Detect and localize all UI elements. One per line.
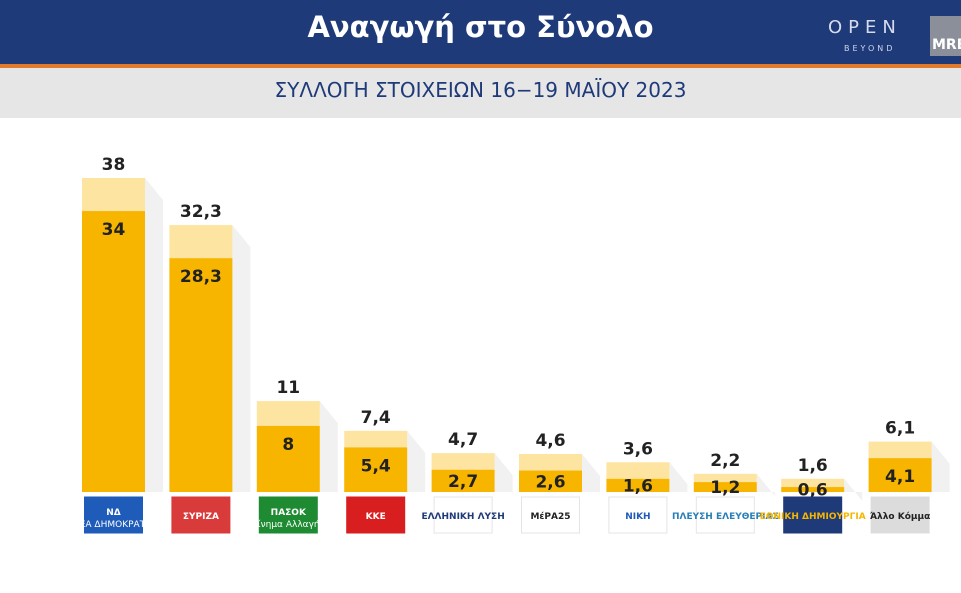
bar-upper-segment: [781, 478, 845, 488]
inner-value-label: 1,6: [623, 476, 653, 496]
total-value-label: 1,6: [798, 456, 828, 476]
bar-shadow: [931, 441, 950, 492]
channel-logo: OPEN: [828, 17, 902, 38]
bar-upper-segment: [431, 453, 495, 470]
total-value-label: 4,7: [448, 430, 478, 450]
bar-shadow: [844, 478, 863, 501]
total-value-label: 32,3: [180, 202, 222, 222]
bar-upper-segment: [519, 453, 582, 471]
party-logo-subtext: ΝΕΑ ΔΗΜΟΚΡΑΤΙΑ: [73, 520, 155, 530]
party-logo: [608, 496, 668, 534]
party-logo: [695, 496, 755, 534]
inner-value-label: 2,6: [535, 472, 565, 492]
page-title: Αναγωγή στο Σύνολο: [307, 10, 654, 44]
bar-upper-segment: [344, 430, 408, 448]
total-value-label: 2,2: [710, 451, 740, 471]
bar-shadow: [407, 430, 426, 492]
subtitle-band: [0, 68, 961, 118]
total-value-label: 11: [276, 378, 300, 398]
party-logo: [783, 496, 843, 534]
bar-upper-segment: [606, 462, 670, 479]
inner-value-label: 2,7: [448, 472, 478, 492]
total-value-label: 6,1: [885, 419, 915, 439]
bar-main-segment: [781, 487, 845, 492]
party-logo: [433, 496, 493, 534]
party-logo: [521, 496, 580, 534]
party-logo: [84, 496, 143, 534]
party-logo-text: ΜέΡΑ25: [530, 511, 570, 522]
pollster-logo-box: [930, 16, 961, 56]
party-logo-text: ΝΙΚΗ: [625, 512, 650, 522]
party-logo: [346, 496, 406, 534]
party-logo-text: ΚΚΕ: [366, 512, 386, 522]
party-logo-text: ΠΛΕΥΣΗ ΕΛΕΥΘΕΡΙΑΣ: [672, 512, 779, 522]
inner-value-label: 28,3: [180, 267, 222, 287]
total-value-label: 7,4: [361, 408, 391, 428]
pollster-logo: MRB: [932, 37, 961, 53]
inner-value-label: 1,2: [710, 478, 740, 498]
inner-value-label: 34: [102, 220, 126, 240]
bar-main-segment: [256, 425, 320, 492]
bar-shadow: [582, 453, 600, 492]
bar-upper-segment: [256, 401, 320, 426]
bar-shadow: [319, 401, 338, 492]
bar-main-segment: [82, 211, 145, 493]
bar-upper-segment: [868, 441, 932, 459]
inner-value-label: 8: [282, 435, 294, 455]
bar-shadow: [494, 453, 513, 492]
party-logo: [171, 496, 231, 534]
bar-shadow: [669, 462, 688, 492]
bar-main-segment: [169, 258, 233, 492]
bar-upper-segment: [82, 178, 145, 212]
bar-main-segment: [606, 478, 670, 492]
total-value-label: 3,6: [623, 439, 653, 459]
inner-value-label: 0,6: [798, 481, 828, 501]
party-logo-text: ΠΑΣΟΚ: [271, 508, 307, 518]
accent-line: [0, 64, 961, 68]
inner-value-label: 4,1: [885, 467, 915, 487]
party-logo-text: ΕΘΝΙΚΗ ΔΗΜΙΟΥΡΓΙΑ: [760, 512, 866, 522]
channel-logo-subtitle: BEYOND: [844, 44, 896, 53]
title-bar: [0, 0, 961, 64]
bar-shadow: [145, 178, 163, 492]
bar-upper-segment: [169, 225, 233, 259]
bar-main-segment: [519, 470, 582, 492]
total-value-label: 4,6: [535, 431, 565, 451]
party-logo-text: ΕΛΛΗΝΙΚΗ ΛΥΣΗ: [421, 512, 504, 522]
party-logo-text: ΝΔ: [106, 508, 121, 518]
bar-upper-segment: [693, 473, 757, 483]
party-logo-subtext: Κίνημα Αλλαγής: [252, 520, 325, 530]
page-subtitle: ΣΥΛΛΟΓΗ ΣΤΟΙΧΕΙΩΝ 16−19 ΜΑΪΟΥ 2023: [274, 78, 687, 102]
bar-main-segment: [693, 482, 757, 492]
total-value-label: 38: [102, 155, 126, 175]
party-logo: [258, 496, 318, 534]
bar-main-segment: [344, 447, 408, 492]
bar-shadow: [232, 225, 251, 492]
bar-shadow: [756, 473, 775, 496]
party-logo-text: Άλλο Κόμμα: [870, 511, 930, 522]
bar-main-segment: [868, 458, 932, 492]
inner-value-label: 5,4: [361, 456, 391, 476]
party-logo-text: ΣΥΡΙΖΑ: [183, 512, 219, 522]
party-logo: [870, 496, 930, 534]
bar-main-segment: [431, 469, 495, 492]
